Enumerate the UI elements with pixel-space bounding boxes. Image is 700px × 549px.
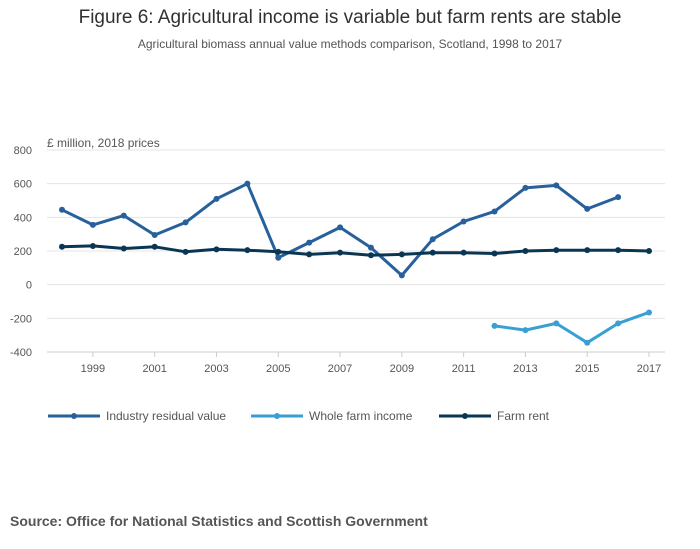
data-point[interactable]: [367, 252, 374, 259]
data-point[interactable]: [244, 180, 251, 187]
series-farm-rent: [59, 242, 652, 259]
data-point[interactable]: [522, 248, 529, 254]
data-point[interactable]: [615, 194, 622, 201]
data-point[interactable]: [151, 232, 158, 239]
data-point[interactable]: [584, 339, 591, 346]
legend-item[interactable]: Industry residual value: [48, 409, 226, 423]
x-tick-label: 1999: [81, 363, 105, 375]
legend-marker: [274, 413, 280, 419]
data-point[interactable]: [151, 243, 158, 250]
data-point[interactable]: [337, 249, 344, 256]
series-line: [494, 310, 650, 345]
legend[interactable]: Industry residual value Whole farm income…: [48, 409, 550, 423]
data-point[interactable]: [275, 248, 282, 255]
series-industry-residual-value: [59, 180, 622, 279]
data-point[interactable]: [306, 239, 313, 246]
data-point[interactable]: [59, 206, 65, 213]
data-point[interactable]: [553, 320, 560, 327]
data-point[interactable]: [244, 247, 251, 254]
chart-subtitle: Agricultural biomass annual value method…: [137, 37, 563, 51]
data-point[interactable]: [182, 219, 189, 226]
data-point[interactable]: [275, 254, 282, 261]
data-point[interactable]: [89, 242, 96, 249]
x-tick-label: 2001: [142, 363, 166, 375]
gridlines: 800 600 400 200 0 -200 -400: [10, 145, 665, 359]
legend-marker: [71, 413, 77, 419]
data-point[interactable]: [89, 221, 96, 228]
data-point[interactable]: [522, 327, 529, 334]
legend-item[interactable]: Farm rent: [439, 409, 550, 423]
y-tick-label: 600: [14, 179, 32, 191]
data-point[interactable]: [182, 248, 189, 255]
legend-label: Farm rent: [497, 409, 550, 423]
data-point[interactable]: [429, 236, 436, 243]
y-axis-label: £ million, 2018 prices: [47, 136, 160, 150]
y-tick-label: 400: [14, 212, 32, 224]
x-tick-label: 2013: [513, 363, 537, 375]
data-point[interactable]: [59, 243, 65, 250]
data-point[interactable]: [120, 212, 127, 219]
data-point[interactable]: [398, 251, 405, 258]
series-layer: [59, 180, 652, 346]
data-point[interactable]: [213, 195, 220, 202]
y-tick-label: -400: [10, 347, 32, 359]
data-point[interactable]: [615, 320, 622, 327]
data-point[interactable]: [429, 249, 436, 256]
x-tick-label: 2005: [266, 363, 290, 375]
y-tick-label: 0: [26, 280, 32, 292]
source-note: Source: Office for National Statistics a…: [10, 513, 428, 529]
y-tick-label: 200: [14, 246, 32, 258]
data-point[interactable]: [646, 248, 652, 254]
axes: 1999 2001 2003 2005 2007 2009 2011 2013 2015 2017: [47, 351, 665, 375]
data-point[interactable]: [460, 249, 467, 256]
x-tick-label: 2017: [637, 363, 661, 375]
legend-marker: [462, 413, 468, 419]
data-point[interactable]: [584, 247, 591, 254]
x-tick-label: 2007: [328, 363, 352, 375]
data-point[interactable]: [491, 208, 498, 215]
data-point[interactable]: [491, 322, 498, 329]
y-tick-label: 800: [14, 145, 32, 157]
data-point[interactable]: [491, 250, 498, 257]
x-tick-label: 2003: [204, 363, 228, 375]
data-point[interactable]: [337, 224, 344, 231]
data-point[interactable]: [553, 182, 560, 189]
x-tick-label: 2011: [452, 363, 476, 375]
chart-title: Figure 6: Agricultural income is variabl…: [78, 7, 622, 28]
x-tick-label: 2015: [575, 363, 599, 375]
legend-item[interactable]: Whole farm income: [251, 409, 413, 423]
data-point[interactable]: [615, 247, 622, 254]
series-whole-farm-income: [491, 309, 652, 346]
legend-label: Industry residual value: [106, 409, 226, 423]
x-tick-label: 2009: [390, 363, 414, 375]
series-line: [61, 244, 650, 257]
data-point[interactable]: [646, 309, 652, 316]
y-tick-label: -200: [10, 313, 32, 325]
data-point[interactable]: [584, 205, 591, 212]
data-point[interactable]: [522, 184, 529, 191]
data-point[interactable]: [120, 245, 127, 252]
data-point[interactable]: [213, 246, 220, 253]
data-point[interactable]: [398, 272, 405, 279]
data-point[interactable]: [306, 251, 313, 258]
data-point[interactable]: [367, 244, 374, 251]
data-point[interactable]: [460, 218, 467, 225]
data-point[interactable]: [553, 247, 560, 254]
legend-label: Whole farm income: [309, 409, 413, 423]
